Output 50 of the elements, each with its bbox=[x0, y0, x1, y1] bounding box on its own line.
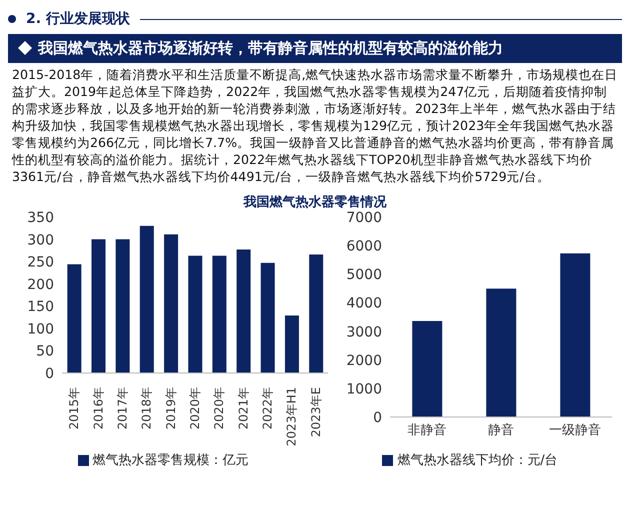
bar bbox=[560, 253, 590, 417]
y-tick-label: 250 bbox=[27, 254, 54, 271]
text: 2. 行业发展现状 bbox=[26, 10, 130, 28]
bar bbox=[412, 320, 442, 417]
y-tick-label: 150 bbox=[27, 299, 54, 316]
bar bbox=[212, 256, 226, 373]
bar bbox=[260, 262, 275, 373]
y-tick-label: 0 bbox=[45, 366, 54, 382]
x-tick-label: 静音 bbox=[488, 423, 514, 438]
x-tick-label: 2015年 bbox=[67, 387, 82, 430]
bar bbox=[188, 256, 202, 373]
x-tick-label: 2023年E bbox=[308, 387, 323, 438]
x-tick-label: 2016年 bbox=[91, 387, 106, 430]
x-tick-label: 2019年 bbox=[164, 387, 178, 430]
y-tick-label: 7000 bbox=[346, 210, 382, 226]
x-tick-label: 2021年 bbox=[236, 387, 250, 430]
x-tick-label: 2020年 bbox=[188, 387, 202, 430]
bar bbox=[309, 254, 324, 373]
y-tick-label: 300 bbox=[27, 232, 54, 248]
y-tick-label: 6000 bbox=[346, 238, 382, 255]
y-tick-label: 2000 bbox=[346, 352, 382, 369]
y-tick-label: 200 bbox=[27, 276, 54, 293]
legend-label: 燃气热水器零售规模：亿元 bbox=[92, 453, 248, 468]
x-tick-label: 2022年 bbox=[260, 387, 275, 430]
bar bbox=[486, 288, 516, 417]
y-tick-label: 5000 bbox=[346, 267, 382, 284]
bar bbox=[236, 250, 251, 373]
y-tick-label: 1000 bbox=[346, 381, 382, 398]
y-tick-label: 350 bbox=[27, 210, 54, 226]
x-tick-label: 2020年 bbox=[212, 387, 226, 430]
bar bbox=[284, 316, 299, 373]
x-tick-label: 非静音 bbox=[408, 423, 446, 438]
chart-title: 我国燃气热水器零售情况 bbox=[242, 194, 388, 211]
x-tick-label: 2018年 bbox=[140, 387, 154, 430]
bar bbox=[164, 234, 178, 373]
legend-label: 燃气热水器线下均价：元/台 bbox=[397, 453, 558, 468]
text: 2015-2018年，随着消费水平和生活质量不断提高,燃气快速热水器市场需求量不断攀升，市场规模也在日益扩大。2019年起总体呈下降趋势，2022年，我国燃气热水器零售规模为247亿元，后期随着疫情抑制的需求逐步释放，以及多地开始的新一轮消费券刺激，市场逐渐好转。2023年上半年，燃气热水器由于结构升级加快，我国零售规模燃气热水器出现增长，零售规模为129亿元，预计2023年全年我国燃气热水器零售规模约为266亿元，同比增长7.7%。我国一级静音又比普通静音的燃气热水器均价更高，带有静音属性的机型有较高的溢价能力。据统计，2022年燃气热水器线下TOP20机型非静音燃气热水器线下均价3361元/台，静音燃气热水器线下均价4491元/台，一级静音燃气热水器线下均价5729元/台。 bbox=[10, 66, 619, 185]
y-tick-label: 3000 bbox=[346, 324, 382, 340]
y-tick-label: 4000 bbox=[346, 296, 382, 312]
bar bbox=[92, 239, 106, 373]
bar bbox=[116, 239, 130, 373]
y-tick-label: 50 bbox=[36, 344, 54, 360]
x-tick-label: 一级静音 bbox=[549, 423, 601, 438]
x-tick-label: 2017年 bbox=[115, 387, 130, 430]
y-tick-label: 0 bbox=[373, 410, 382, 426]
x-tick-label: 2023年H1 bbox=[284, 387, 299, 446]
bar bbox=[67, 264, 82, 373]
text: 我国燃气热水器市场逐渐好转，带有静音属性的机型有较高的溢价能力 bbox=[8, 34, 622, 63]
y-tick-label: 100 bbox=[27, 321, 54, 338]
bar bbox=[140, 226, 154, 373]
